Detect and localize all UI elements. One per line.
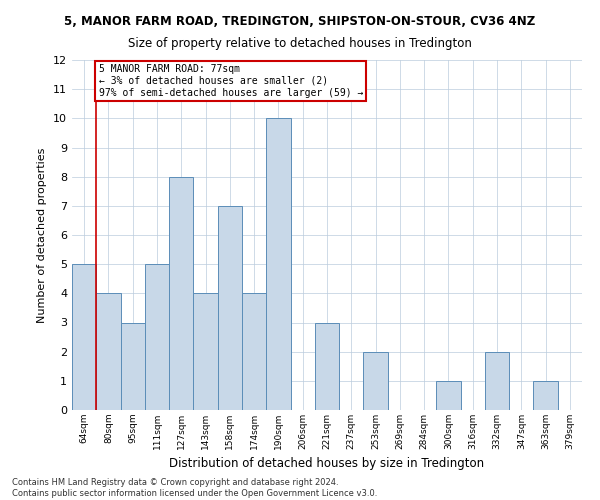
Bar	[364, 352, 388, 410]
Bar	[218, 206, 242, 410]
Text: Contains HM Land Registry data © Crown copyright and database right 2024.
Contai: Contains HM Land Registry data © Crown c…	[12, 478, 377, 498]
Bar	[533, 381, 558, 410]
Bar	[266, 118, 290, 410]
Bar	[121, 322, 145, 410]
Bar	[315, 322, 339, 410]
Bar	[485, 352, 509, 410]
Bar	[436, 381, 461, 410]
Text: Distribution of detached houses by size in Tredington: Distribution of detached houses by size …	[169, 458, 485, 470]
Bar	[242, 294, 266, 410]
Text: 5 MANOR FARM ROAD: 77sqm
← 3% of detached houses are smaller (2)
97% of semi-det: 5 MANOR FARM ROAD: 77sqm ← 3% of detache…	[99, 64, 363, 98]
Y-axis label: Number of detached properties: Number of detached properties	[37, 148, 47, 322]
Bar	[193, 294, 218, 410]
Text: Size of property relative to detached houses in Tredington: Size of property relative to detached ho…	[128, 38, 472, 51]
Text: 5, MANOR FARM ROAD, TREDINGTON, SHIPSTON-ON-STOUR, CV36 4NZ: 5, MANOR FARM ROAD, TREDINGTON, SHIPSTON…	[64, 15, 536, 28]
Bar	[169, 176, 193, 410]
Bar	[145, 264, 169, 410]
Bar	[72, 264, 96, 410]
Bar	[96, 294, 121, 410]
